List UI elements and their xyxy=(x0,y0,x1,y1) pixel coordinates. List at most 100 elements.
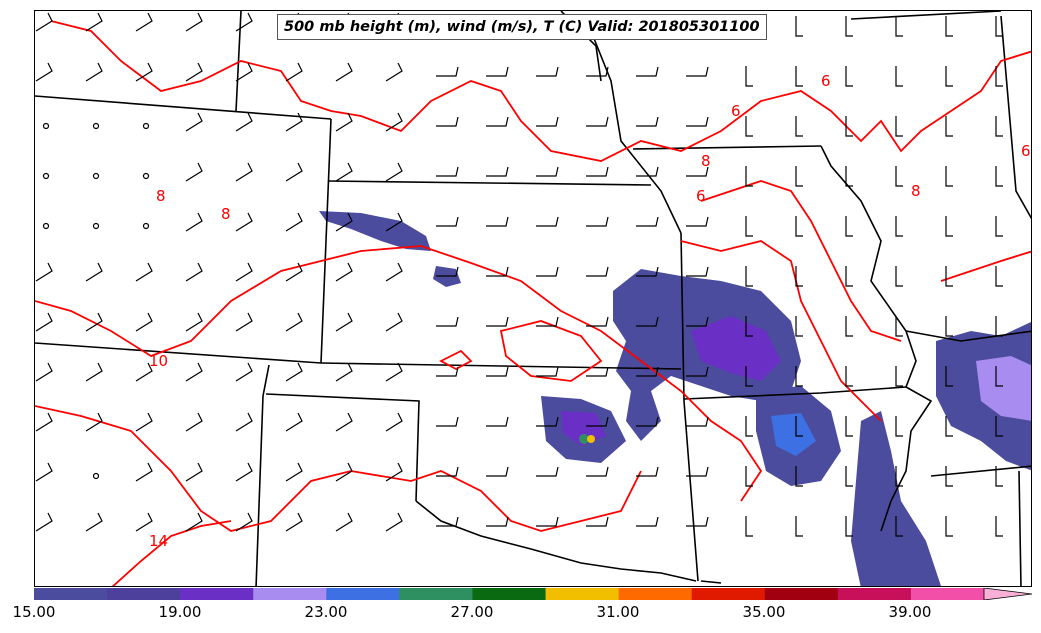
colorbar-tick-label: 27.00 xyxy=(450,603,494,621)
wind-barb xyxy=(686,416,709,427)
wind-barb xyxy=(636,266,659,277)
wind-barb xyxy=(795,216,803,237)
wind-barb xyxy=(945,266,953,287)
wind-barb xyxy=(536,516,559,527)
wind-barb xyxy=(436,66,459,77)
border-ok-tx-red-river xyxy=(415,500,697,582)
wind-barb xyxy=(235,212,253,232)
contour-label: 8 xyxy=(156,187,166,205)
wind-barb xyxy=(385,412,403,432)
contour-north-8 xyxy=(50,20,1031,162)
wind-barb xyxy=(436,266,459,277)
wind-barb xyxy=(845,516,853,537)
colorbar-segment xyxy=(910,588,985,600)
calm-wind-circle xyxy=(92,172,100,180)
border-sd-ne xyxy=(235,11,242,112)
wind-barb xyxy=(536,416,559,427)
wind-barb xyxy=(185,162,203,182)
wind-barb xyxy=(995,466,1003,487)
wind-barb xyxy=(745,516,753,537)
contour-14 xyxy=(111,520,232,586)
wind-barb xyxy=(686,116,709,127)
wind-barb xyxy=(285,62,303,82)
colorbar-segment xyxy=(691,588,766,600)
wind-barb xyxy=(995,416,1003,437)
wind-barb xyxy=(586,66,609,77)
wind-barb xyxy=(486,216,509,227)
wind-barb xyxy=(185,312,203,332)
wind-barb xyxy=(945,116,953,137)
wind-barb xyxy=(636,116,659,127)
wind-barb xyxy=(85,362,103,382)
wind-barb xyxy=(385,112,403,132)
wind-barb xyxy=(85,312,103,332)
wind-barb xyxy=(686,316,709,327)
wind-barb xyxy=(995,316,1003,337)
precip-area-ok-core xyxy=(561,411,606,446)
wind-barb xyxy=(895,66,903,87)
contour-label: 6 xyxy=(696,187,706,205)
border-nm-tx xyxy=(265,393,420,502)
wind-barb xyxy=(135,12,153,32)
wind-barb xyxy=(945,66,953,87)
border-ok-panhandle-south xyxy=(262,364,270,397)
wind-barb xyxy=(795,466,803,487)
wind-barb xyxy=(385,462,403,482)
wind-barb xyxy=(35,12,53,32)
wind-barb xyxy=(235,62,253,82)
contour-labels: 6 6 6 8 8 8 8 10 14 6 xyxy=(149,72,1031,550)
calm-wind-circle xyxy=(42,172,50,180)
wind-barb xyxy=(995,216,1003,237)
wind-barb xyxy=(536,216,559,227)
precip-cell-yellow xyxy=(587,435,595,443)
wind-barb xyxy=(486,66,509,77)
wind-barb xyxy=(895,516,903,537)
colorbar-extend-arrow xyxy=(983,588,1033,600)
wind-barb xyxy=(795,66,803,87)
colorbar-segment xyxy=(837,588,912,600)
border-mo-ia xyxy=(632,145,822,150)
wind-barb xyxy=(945,416,953,437)
wind-barb xyxy=(945,366,953,387)
precip-area-mo-core xyxy=(691,316,781,381)
wind-barb xyxy=(436,166,459,177)
wind-barb xyxy=(135,512,153,532)
calm-wind-circle xyxy=(92,472,100,480)
wind-barb xyxy=(586,466,609,477)
map-title: 500 mb height (m), wind (m/s), T (C) Val… xyxy=(277,14,767,40)
wind-barb xyxy=(895,316,903,337)
wind-barb xyxy=(586,166,609,177)
border-nm-east xyxy=(255,395,264,586)
wind-barb xyxy=(995,116,1003,137)
wind-barb xyxy=(235,412,253,432)
calm-wind-circle xyxy=(142,172,150,180)
wind-barb xyxy=(436,216,459,227)
wind-barb xyxy=(185,112,203,132)
wind-barb xyxy=(745,366,753,387)
colorbar-tick-label: 35.00 xyxy=(742,603,786,621)
wind-barb xyxy=(536,466,559,477)
wind-barb xyxy=(486,466,509,477)
wind-barb xyxy=(436,116,459,127)
wind-barb xyxy=(795,316,803,337)
wind-barb xyxy=(845,66,853,87)
wind-barb xyxy=(486,266,509,277)
colorbar-segment xyxy=(618,588,693,600)
wind-barb xyxy=(945,516,953,537)
precip-area-ne-kansas xyxy=(319,211,431,251)
calm-wind-circle xyxy=(92,222,100,230)
wind-barb xyxy=(745,66,753,87)
wind-barb xyxy=(35,462,53,482)
wind-barb xyxy=(436,366,459,377)
wind-barb xyxy=(436,316,459,327)
precip-area-ar-core xyxy=(771,413,816,456)
wind-barb xyxy=(586,416,609,427)
wind-barb xyxy=(486,316,509,327)
wind-barb xyxy=(185,412,203,432)
wind-barb xyxy=(385,162,403,182)
wind-barb xyxy=(586,266,609,277)
wind-barb xyxy=(486,366,509,377)
border-ms-al xyxy=(1018,470,1022,586)
contour-west-10 xyxy=(35,245,763,502)
contour-east-6 xyxy=(700,180,902,342)
